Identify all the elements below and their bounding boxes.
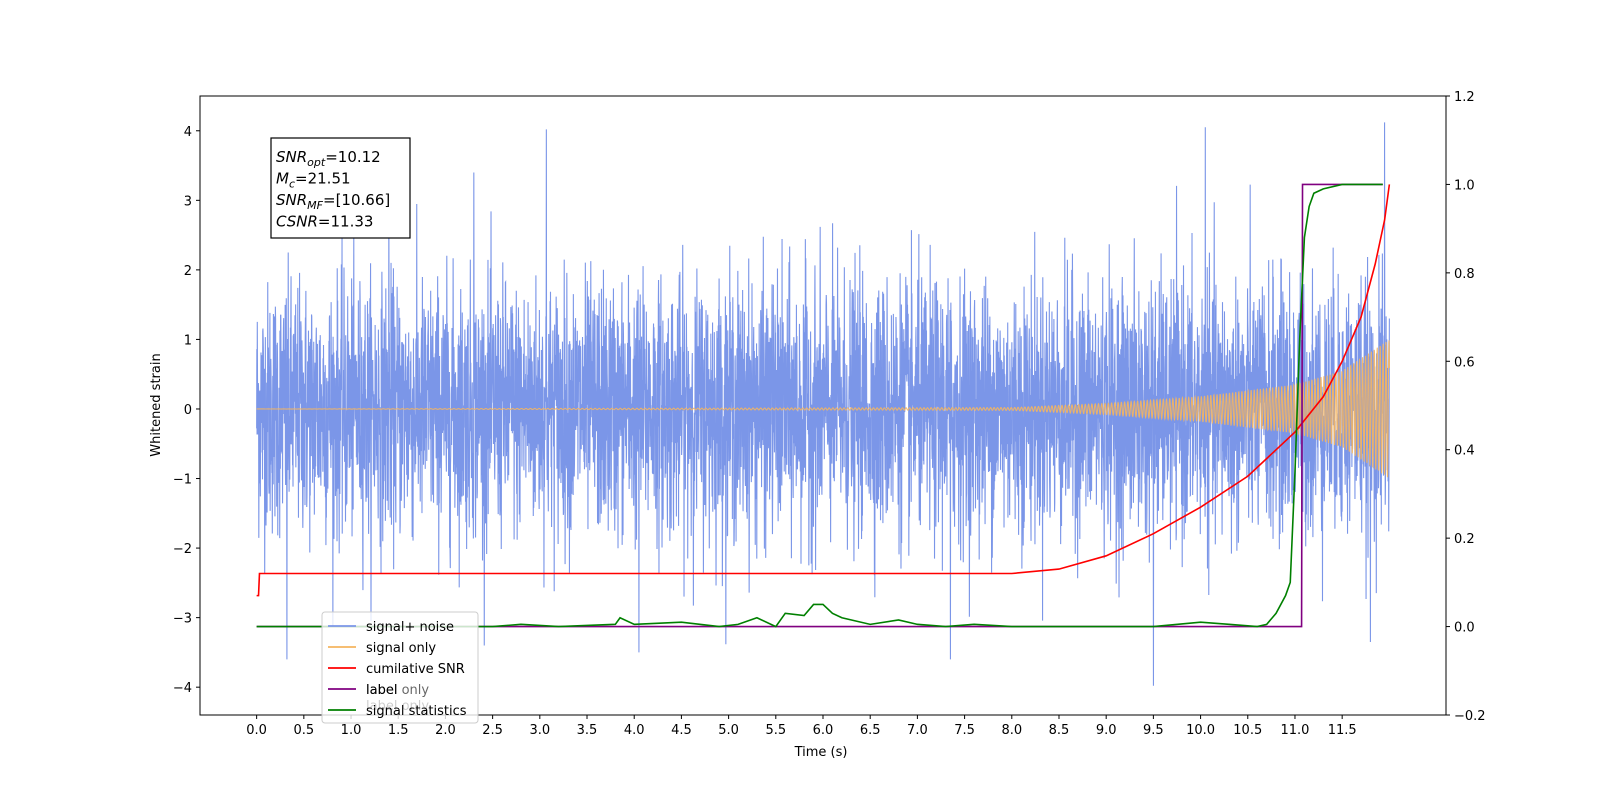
x-tick-label: 6.5 xyxy=(860,723,881,738)
y2-tick-label: 0.4 xyxy=(1454,444,1475,459)
x-tick-label: 3.0 xyxy=(529,723,550,738)
y2-tick-label: 0.8 xyxy=(1454,267,1475,282)
y-tick-label: 3 xyxy=(184,194,192,209)
x-tick-label: 7.5 xyxy=(954,723,975,738)
x-tick-label: 3.5 xyxy=(577,723,598,738)
y-tick-label: −1 xyxy=(173,473,192,488)
annotation-box: SNRopt=10.12Mc=21.51SNRMF=[10.66]CSNR=11… xyxy=(270,137,411,239)
x-axis-title: Time (s) xyxy=(794,745,848,760)
series-right-axis xyxy=(256,183,1391,628)
y2-tick-label: 1.2 xyxy=(1454,90,1475,105)
legend-label-signal-noise: signal+ noise xyxy=(366,620,454,635)
y-tick-label: −3 xyxy=(173,612,192,627)
series-line-cumilative-snr xyxy=(256,184,1391,597)
x-tick-label: 5.0 xyxy=(718,723,739,738)
legend-label-cumilative-snr: cumilative SNR xyxy=(366,662,465,677)
x-tick-label: 10.0 xyxy=(1186,723,1215,738)
y-tick-label: 4 xyxy=(184,125,192,140)
series-signal-only xyxy=(256,340,1390,478)
x-tick-label: 10.5 xyxy=(1233,723,1262,738)
legend-label-label: label xyxy=(366,683,397,698)
x-tick-label: 0.5 xyxy=(293,723,314,738)
x-tick-label: 1.0 xyxy=(341,723,362,738)
y-axis-left: 4 3 2 1 0 −1 −2 −3 −4 xyxy=(173,125,200,696)
x-tick-label: 8.0 xyxy=(1001,723,1022,738)
y2-tick-label: 1.0 xyxy=(1454,178,1475,193)
x-axis: 0.0 0.5 1.0 1.5 2.0 2.5 3.0 3.5 4.0 4.5 5.0 5.5 6.0 6… xyxy=(246,715,1357,738)
x-tick-label: 7.0 xyxy=(907,723,928,738)
x-tick-label: 6.0 xyxy=(813,723,834,738)
y2-tick-label: 0.0 xyxy=(1454,621,1475,636)
legend: label only signal+ noise signal only cumila… xyxy=(321,611,479,724)
legend-label-overlap: label only xyxy=(366,683,429,698)
annotation-line: CSNR=11.33 xyxy=(276,213,373,231)
x-tick-label: 2.5 xyxy=(482,723,503,738)
x-tick-label: 9.0 xyxy=(1096,723,1117,738)
x-tick-label: 9.5 xyxy=(1143,723,1164,738)
y-tick-label: 2 xyxy=(184,264,192,279)
x-tick-label: 11.5 xyxy=(1328,723,1357,738)
x-tick-label: 4.5 xyxy=(671,723,692,738)
y2-tick-label: 0.2 xyxy=(1454,532,1475,547)
annotation-line: SNRopt=10.12 xyxy=(276,148,381,169)
series-line-signal-only xyxy=(256,340,1390,478)
y-tick-label: 0 xyxy=(184,403,192,418)
x-tick-label: 1.5 xyxy=(388,723,409,738)
x-tick-label: 5.5 xyxy=(765,723,786,738)
x-tick-label: 11.0 xyxy=(1280,723,1309,738)
y2-tick-label: −0.2 xyxy=(1454,709,1486,724)
x-tick-label: 8.5 xyxy=(1049,723,1070,738)
legend-frame xyxy=(321,611,479,724)
x-tick-label: 4.0 xyxy=(624,723,645,738)
y2-tick-label: 0.6 xyxy=(1454,355,1475,370)
legend-label-signal-statistics: signal statistics xyxy=(366,704,467,719)
y-axis-right: 1.2 1.0 0.8 0.6 0.4 0.2 0.0 −0.2 xyxy=(1446,90,1486,724)
y-tick-label: −2 xyxy=(173,542,192,557)
x-tick-label: 0.0 xyxy=(246,723,267,738)
x-tick-label: 2.0 xyxy=(435,723,456,738)
annotation-line: Mc=21.51 xyxy=(276,170,351,191)
series-line-signal-statistics xyxy=(256,183,1383,628)
annotation-line: SNRMF=[10.66] xyxy=(276,191,390,212)
y-axis-title: Whitened strain xyxy=(149,353,164,456)
y-tick-label: −4 xyxy=(173,681,192,696)
y-tick-label: 1 xyxy=(184,333,192,348)
annotation-frame xyxy=(270,137,411,239)
legend-label-signal-only: signal only xyxy=(366,641,436,656)
